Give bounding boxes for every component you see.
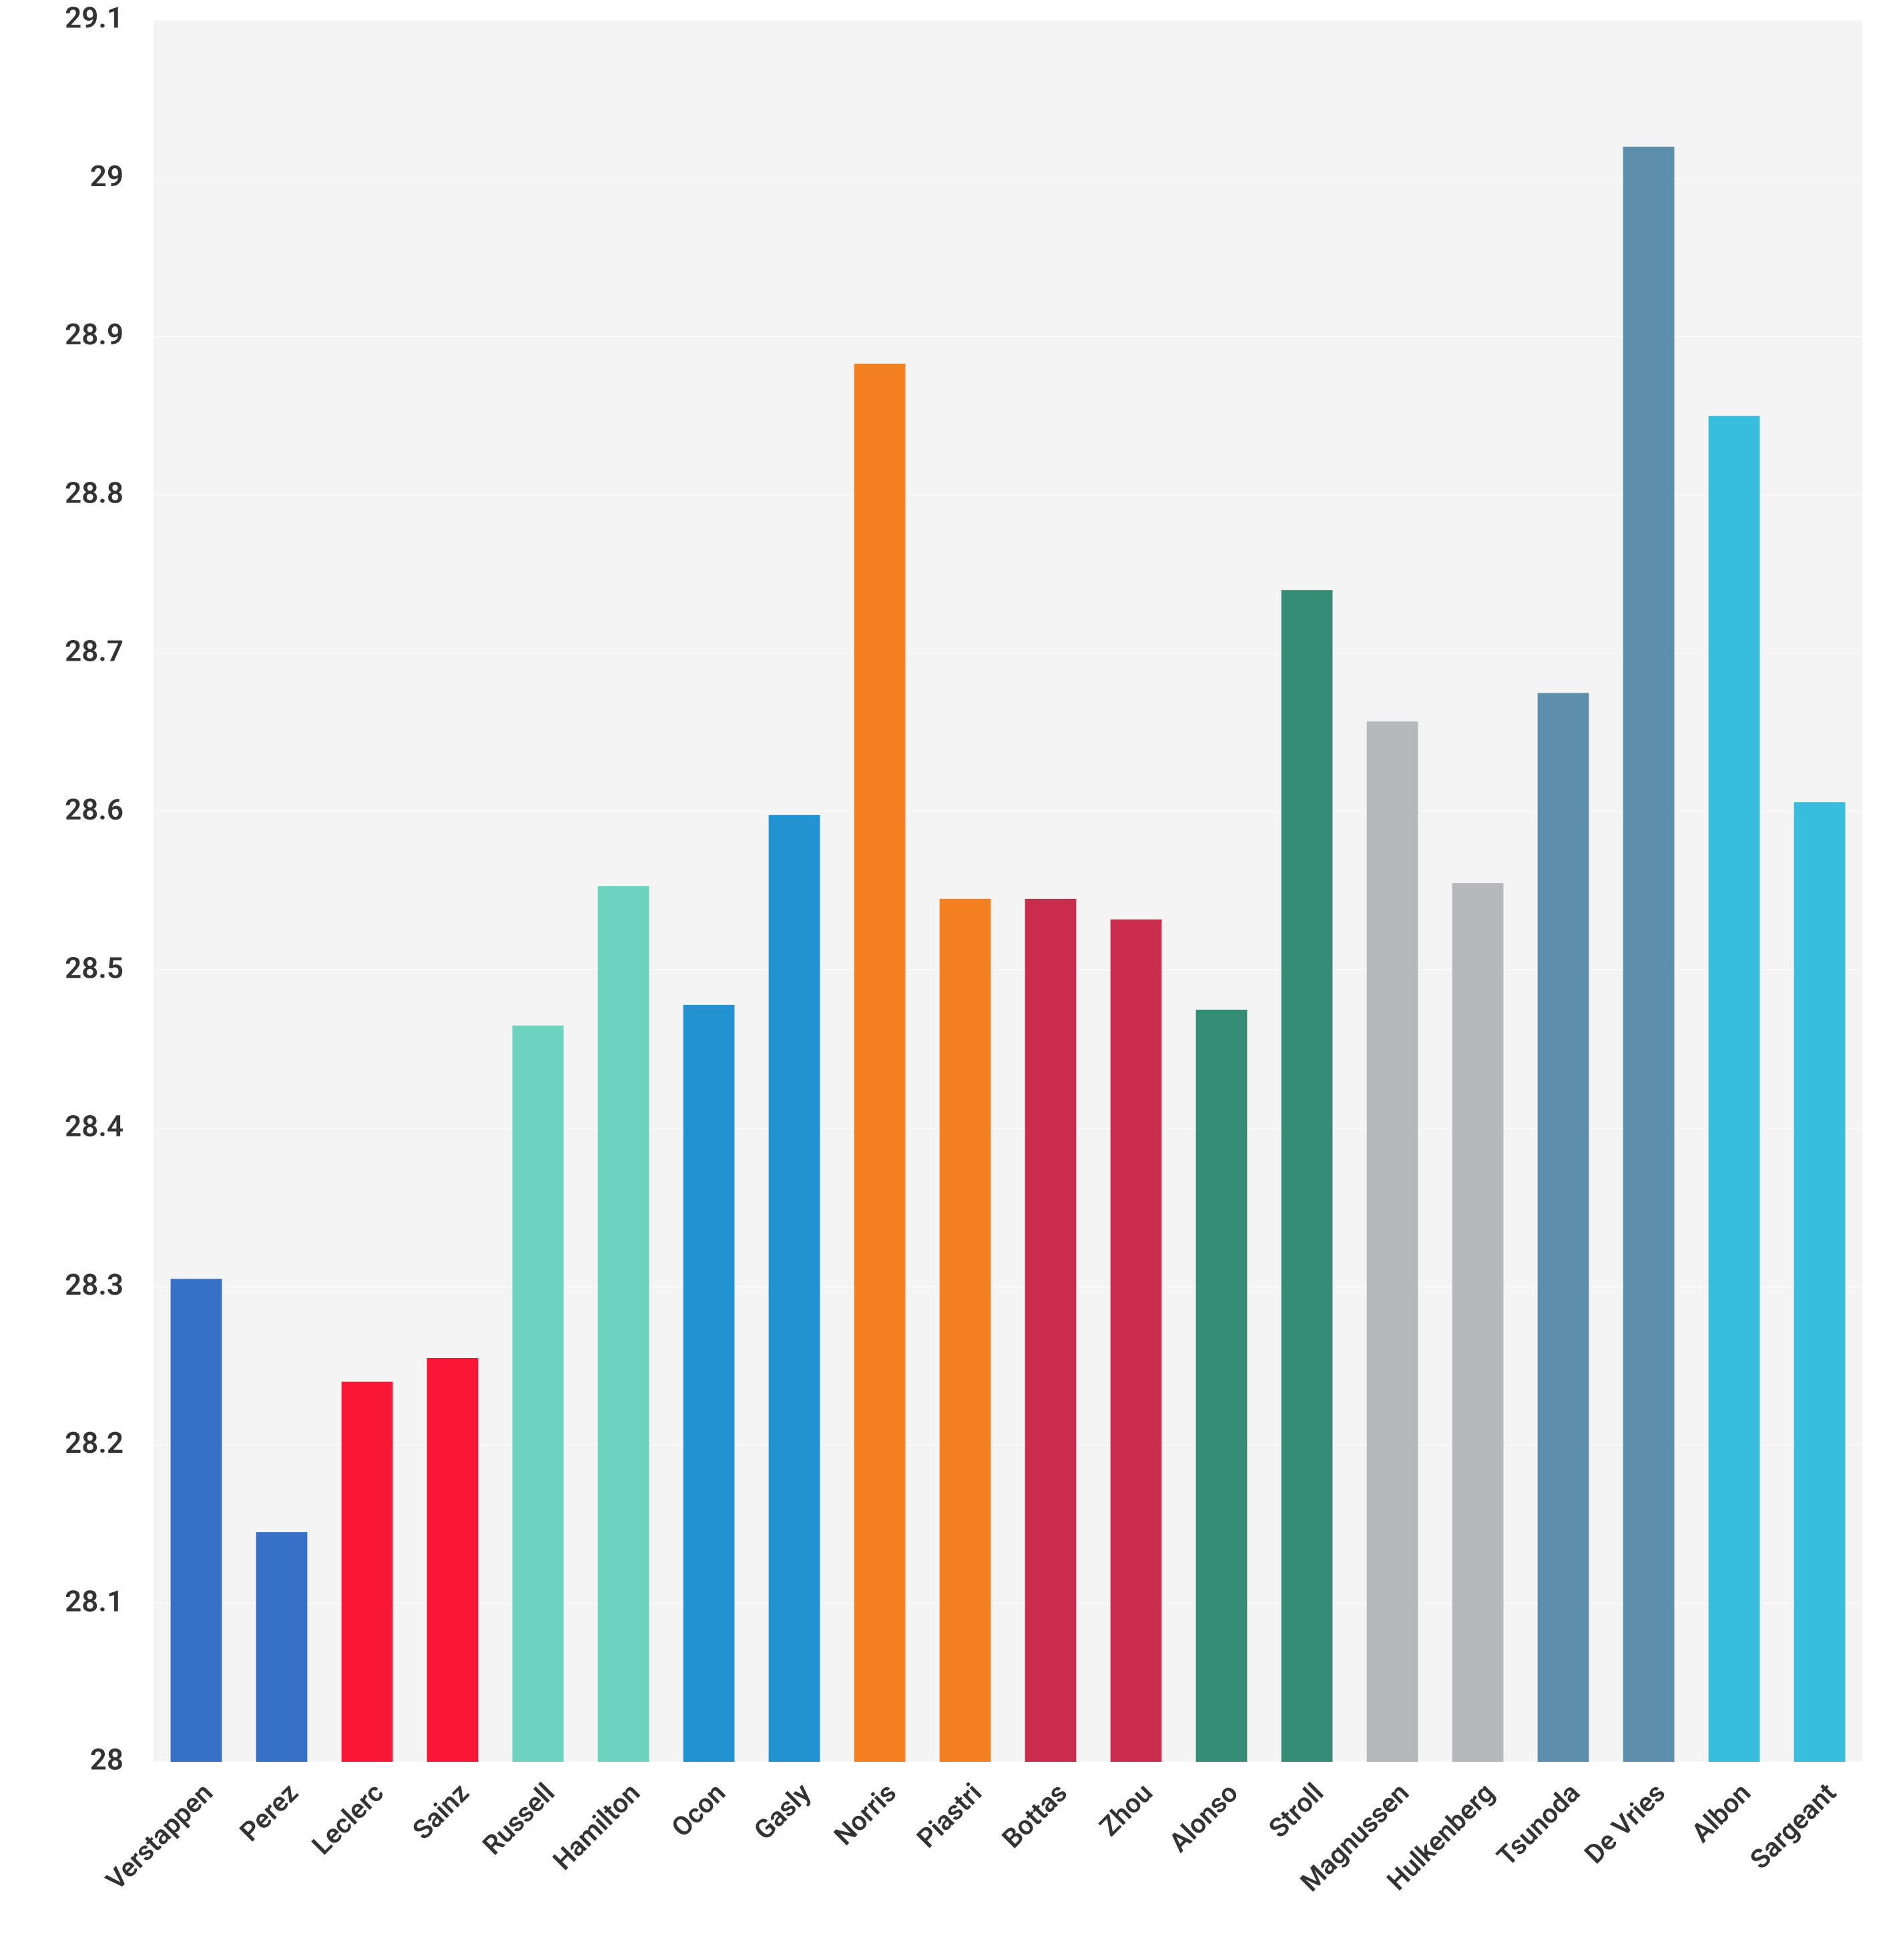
x-tick-label: Perez [234, 1777, 304, 1848]
bar [1367, 721, 1418, 1762]
bar [1111, 920, 1162, 1762]
bar [427, 1358, 479, 1762]
bar [1709, 416, 1760, 1762]
x-tick-label: Bottas [996, 1777, 1073, 1855]
y-tick-label: 28 [90, 1742, 123, 1777]
bar [598, 886, 649, 1762]
bar [769, 815, 820, 1762]
y-tick-label: 28.3 [65, 1267, 123, 1302]
x-tick-label: Verstappen [100, 1777, 219, 1896]
y-tick-label: 28.7 [65, 634, 123, 669]
bar [171, 1279, 222, 1762]
x-tick-label: De Vries [1579, 1777, 1671, 1870]
bar [1196, 1010, 1248, 1762]
bar [1282, 590, 1333, 1762]
bar-chart: 28 28.1 28.2 28.3 28.4 28.5 28.6 28.7 28.8 28.9 29… [0, 0, 1895, 1960]
y-tick-label: 28.8 [65, 475, 123, 510]
y-axis-ticks: 28 28.1 28.2 28.3 28.4 28.5 28.6 28.7 28.8 28.9 29… [65, 1, 123, 1777]
bar [1623, 147, 1675, 1762]
bar [1794, 802, 1846, 1762]
x-tick-label: Leclerc [306, 1777, 390, 1861]
x-tick-label: Piastri [911, 1777, 988, 1854]
bar [684, 1005, 735, 1762]
x-axis-ticks: VerstappenPerezLeclercSainzRussellHamilt… [100, 1777, 1842, 1898]
bar [854, 364, 906, 1762]
y-tick-label: 29.1 [65, 1, 123, 35]
y-tick-label: 28.2 [65, 1425, 123, 1460]
x-tick-label: Stroll [1262, 1777, 1329, 1844]
x-tick-label: Zhou [1093, 1777, 1159, 1843]
x-tick-label: Sargeant [1744, 1777, 1842, 1875]
bar [1538, 693, 1589, 1762]
y-tick-label: 28.1 [65, 1584, 123, 1618]
x-tick-label: Ocon [665, 1777, 732, 1843]
x-tick-label: Alonso [1163, 1777, 1244, 1859]
x-tick-label: Hamilton [547, 1777, 646, 1877]
bar [513, 1026, 564, 1762]
x-tick-label: Tsunoda [1491, 1777, 1586, 1873]
bar [1025, 899, 1077, 1762]
chart-background [154, 20, 1862, 1762]
x-tick-label: Sainz [407, 1777, 475, 1846]
x-tick-label: Russell [477, 1777, 561, 1861]
x-tick-label: Gasly [748, 1777, 817, 1847]
y-tick-label: 28.9 [65, 317, 123, 352]
y-tick-label: 28.4 [65, 1109, 123, 1144]
y-tick-label: 29 [90, 159, 123, 194]
x-tick-label: Albon [1685, 1777, 1757, 1849]
bar [342, 1382, 393, 1762]
x-tick-label: Norris [828, 1777, 902, 1852]
bar [256, 1532, 308, 1762]
y-tick-label: 28.6 [65, 792, 123, 827]
bar [1452, 883, 1504, 1762]
bar [940, 899, 991, 1762]
y-tick-label: 28.5 [65, 950, 123, 985]
